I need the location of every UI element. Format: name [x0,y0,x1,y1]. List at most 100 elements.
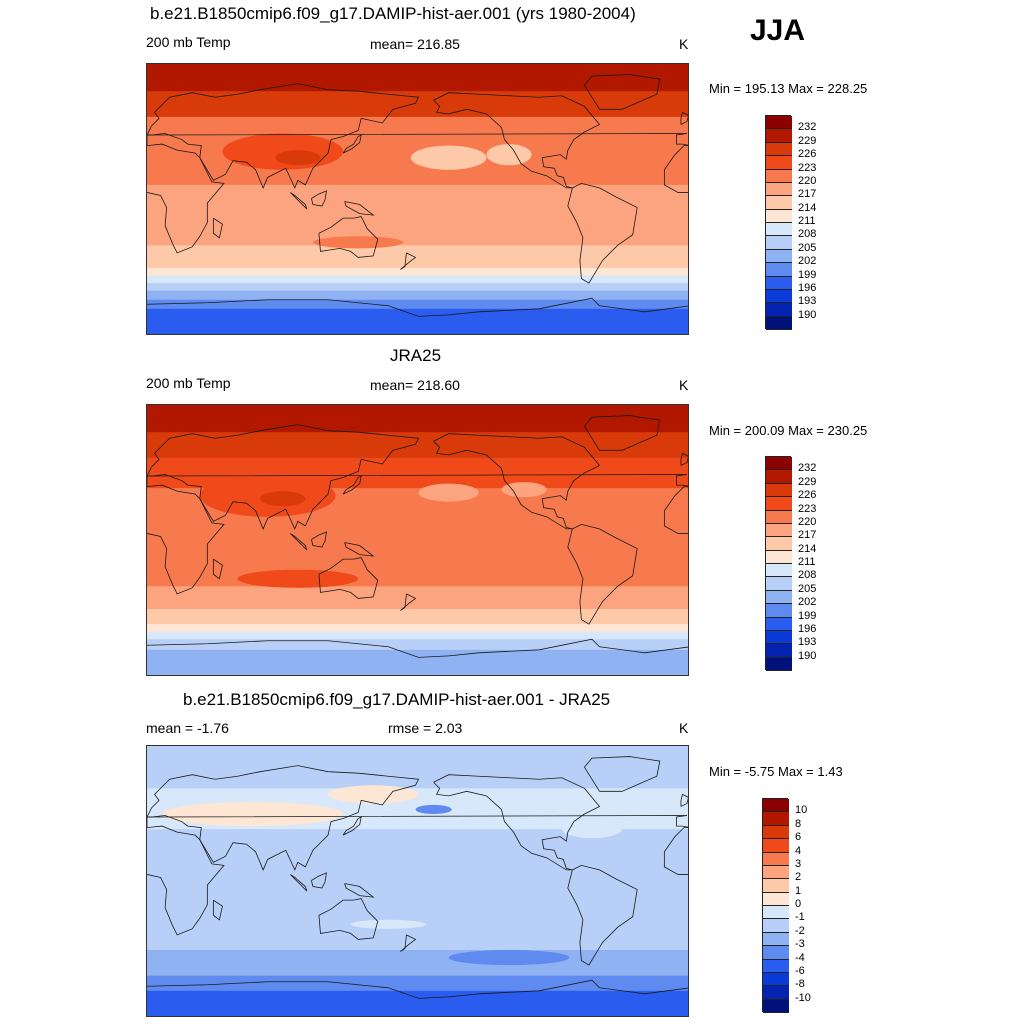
colorbar-swatch [766,316,792,330]
panel-2-contour-plot [147,405,688,675]
colorbar-swatch [766,617,792,631]
panel-1-variable: 200 mb Temp [146,34,231,50]
colorbar-tick-label: 2 [795,871,802,884]
panel-1-units: K [679,36,689,52]
panel-3-minmax: Min = -5.75 Max = 1.43 [709,764,843,779]
panel-2-mean: mean= 218.60 [370,377,460,393]
colorbar-swatch [766,156,792,170]
colorbar-tick-label: 217 [798,188,817,201]
colorbar-tick-label: 10 [795,804,808,817]
panel-2-minmax: Min = 200.09 Max = 230.25 [709,423,868,438]
colorbar-tick-label: 208 [798,228,817,241]
colorbar-tick-label: 223 [798,502,817,515]
panel-1-map [146,63,689,335]
colorbar-swatch [763,986,789,1000]
colorbar-swatch [763,999,789,1013]
colorbar-tick-label: 0 [795,898,802,910]
colorbar-tick-label: -10 [795,991,811,1004]
colorbar-swatch [766,209,792,223]
colorbar-tick-label: -3 [795,938,805,951]
colorbar-tick-label: -8 [795,978,805,991]
colorbar-tick-label: 205 [798,582,817,595]
panel-3-title: b.e21.B1850cmip6.f09_g17.DAMIP-hist-aer.… [183,690,611,709]
colorbar-swatch [766,510,792,524]
colorbar-tick-label: 202 [798,596,817,609]
panel-3-units: K [679,720,689,736]
panel-2-units: K [679,377,689,393]
colorbar-swatch [766,657,792,671]
colorbar-tick-label: 8 [795,817,802,830]
panel-2-colorbar: 232 229 226 223 220 217 214 211 208 205 202 199 196 1… [765,456,825,671]
colorbar-tick-label: 226 [798,148,817,161]
colorbar-swatch [766,169,792,183]
colorbar-tick-label: 223 [798,161,817,174]
colorbar-tick-label: 211 [798,556,816,568]
colorbar-swatch [766,550,792,564]
colorbar-tick-label: 199 [798,268,817,281]
colorbar-swatch [766,142,792,157]
colorbar-swatch [766,523,792,538]
colorbar-tick-label: 232 [798,462,817,475]
colorbar-tick-label: 196 [798,622,817,635]
panel-3-map [146,745,689,1017]
colorbar-swatch [766,116,792,130]
panel-3-mean: mean = -1.76 [146,720,229,736]
colorbar-tick-label: 190 [798,649,817,662]
colorbar-swatch [766,196,792,210]
season-label: JJA [750,14,806,47]
panel-3-colorbar: 10 8 6 4 3 2 1 0 -1 -2 -3 -4 -6 -8 -10 [762,798,822,1013]
colorbar-swatch [766,303,792,317]
colorbar-tick-label: 193 [798,295,817,308]
colorbar-swatch [763,799,789,813]
colorbar-swatch [766,497,792,511]
colorbar-tick-label: 202 [798,255,817,268]
panel-3-rmse: rmse = 2.03 [388,720,463,736]
panel-1-mean: mean= 216.85 [370,36,460,52]
panel-2-map [146,404,689,676]
colorbar-tick-label: 196 [798,281,817,294]
colorbar-swatch [766,249,792,264]
colorbar-tick-label: 229 [798,134,817,147]
colorbar-swatch [766,236,792,250]
colorbar-swatch [763,852,789,866]
colorbar-tick-label: 3 [795,857,802,870]
colorbar-swatch [766,644,792,658]
panel-1-title: b.e21.B1850cmip6.f09_g17.DAMIP-hist-aer.… [150,4,636,23]
colorbar-tick-label: 1 [795,884,802,897]
colorbar-tick-label: 208 [798,569,817,582]
colorbar-swatch [766,129,792,143]
colorbar-swatch [766,470,792,484]
colorbar-tick-label: 220 [798,174,817,187]
colorbar-swatch [766,223,792,237]
panel-1-contour-plot [147,64,688,334]
colorbar-tick-label: -2 [795,924,805,937]
panel-3-contour-plot [147,746,688,1016]
colorbar-swatch [763,825,789,840]
colorbar-swatch [766,483,792,498]
colorbar-swatch [766,457,792,471]
colorbar-swatch [766,590,792,605]
panel-2-variable: 200 mb Temp [146,375,231,391]
colorbar-tick-label: 199 [798,609,817,622]
colorbar-tick-label: -4 [795,951,805,964]
colorbar-swatch [766,577,792,591]
colorbar-swatch [766,604,792,618]
panel-1-colorbar: 232 229 226 223 220 217 214 211 208 205 202 199 196 1… [765,115,825,330]
colorbar-tick-label: 226 [798,489,817,502]
colorbar-tick-label: 220 [798,515,817,528]
panel-2-title: JRA25 [390,346,442,365]
colorbar-swatch [763,919,789,933]
colorbar-swatch [766,537,792,551]
colorbar-tick-label: 193 [798,636,817,649]
colorbar-swatch [763,959,789,973]
colorbar-swatch [766,564,792,578]
colorbar-swatch [763,865,789,880]
colorbar-swatch [766,263,792,277]
colorbar-swatch [763,839,789,853]
colorbar-tick-label: 214 [798,201,817,214]
colorbar-swatch [763,946,789,960]
colorbar-tick-label: 4 [795,844,802,857]
colorbar-tick-label: -1 [795,911,805,924]
colorbar-swatch [763,879,789,893]
colorbar-swatch [766,276,792,290]
